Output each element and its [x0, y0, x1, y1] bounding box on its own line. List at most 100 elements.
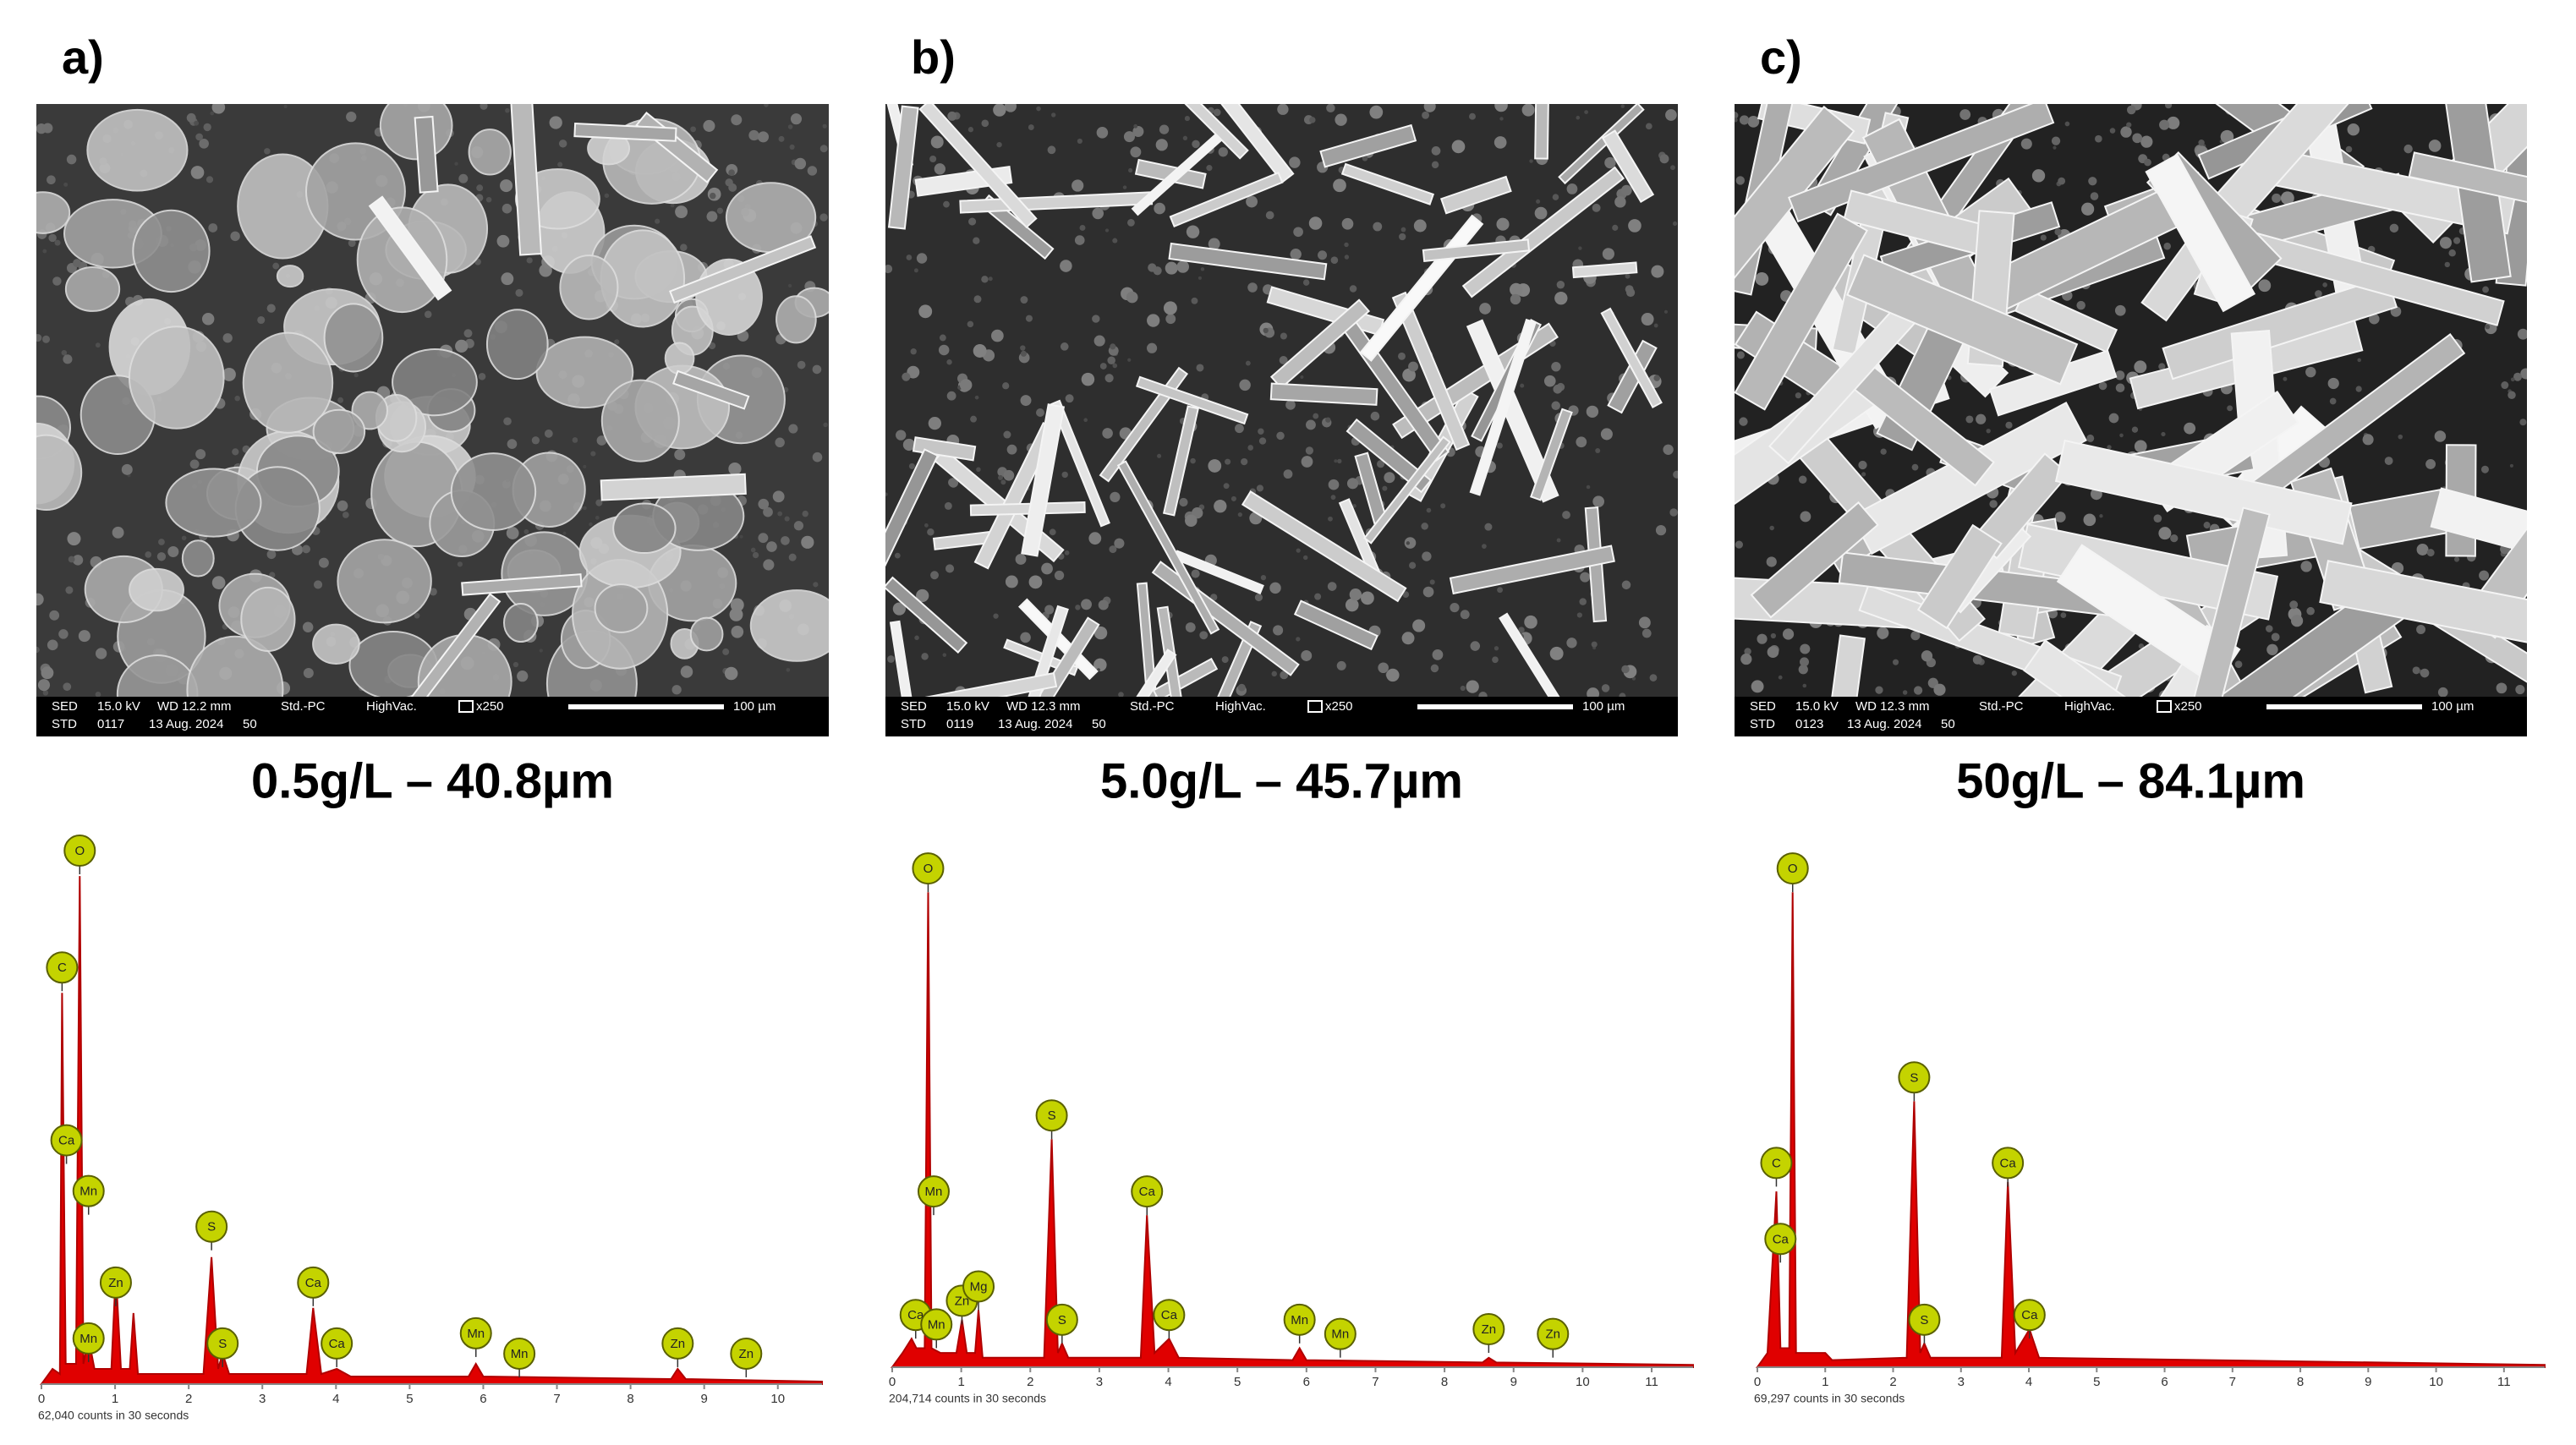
sem-grain — [1422, 586, 1434, 598]
sem-grain — [1665, 109, 1677, 121]
sem-grain — [1592, 495, 1605, 508]
sem-grain — [1402, 368, 1416, 382]
sem-crystal — [414, 115, 439, 194]
sem-grain — [2266, 643, 2278, 656]
sem-grain — [728, 183, 737, 192]
sem-crystal — [1822, 634, 1866, 697]
sem-grain — [2439, 237, 2452, 249]
sem-grain — [939, 334, 946, 342]
info-text: SED — [52, 699, 78, 714]
sem-grain — [1190, 457, 1196, 464]
sem-grain — [2126, 122, 2132, 128]
sem-grain — [1642, 628, 1652, 638]
peak-label: Ca — [1161, 1308, 1178, 1322]
panel-label: c) — [1760, 30, 1802, 84]
sem-grain — [1770, 632, 1777, 639]
sem-grain — [902, 438, 916, 452]
sem-grain — [2289, 600, 2299, 610]
sem-grain — [1612, 224, 1619, 231]
sem-grain — [1328, 516, 1333, 522]
x-tick-label: 5 — [406, 1392, 413, 1406]
sem-grain — [1620, 104, 1625, 108]
sem-grain — [1336, 660, 1346, 671]
sem-grain — [1102, 428, 1113, 439]
sem-grain — [463, 329, 473, 338]
sem-grain — [2138, 643, 2145, 649]
sem-grain — [47, 175, 56, 185]
sem-crystal — [1534, 104, 1550, 160]
sem-grain — [1757, 633, 1768, 644]
sem-grain — [590, 451, 596, 457]
sem-grain — [822, 123, 827, 129]
sem-grain — [1549, 646, 1564, 660]
info-text: SED — [1750, 699, 1776, 714]
sem-grain — [1423, 104, 1436, 112]
sem-grain — [48, 233, 57, 243]
sem-grain — [1006, 444, 1017, 455]
sem-grain — [1020, 395, 1032, 407]
sem-grain — [1306, 419, 1316, 430]
peak-label: Zn — [108, 1276, 123, 1290]
scale-label: 100 µm — [1582, 699, 1625, 714]
info-text: 50 — [1092, 717, 1106, 731]
sem-crystal — [2145, 153, 2256, 313]
sem-grain — [788, 553, 797, 561]
sem-crystal — [1558, 104, 1645, 185]
x-tick-label: 11 — [1645, 1375, 1658, 1389]
sem-grain — [596, 435, 607, 446]
sem-grain — [42, 123, 53, 134]
sem-grain — [1402, 591, 1410, 598]
sem-grain — [1020, 345, 1026, 351]
sem-grain — [1551, 361, 1561, 372]
sem-grain — [2453, 237, 2461, 244]
sem-grain — [731, 625, 744, 638]
info-text: STD — [1750, 717, 1775, 731]
sem-grain — [1345, 598, 1359, 612]
sem-grain — [2403, 144, 2413, 154]
sem-grain — [1303, 555, 1308, 561]
sem-grain — [1301, 456, 1313, 468]
sem-grain — [572, 437, 578, 443]
sem-grain — [1755, 271, 1769, 286]
sem-grain — [973, 295, 982, 304]
sem-grain — [2114, 304, 2126, 316]
sem-grain — [918, 304, 933, 319]
sem-grain — [1484, 523, 1493, 531]
sem-grain — [993, 613, 999, 619]
sem-grain — [1349, 285, 1357, 293]
sem-grain — [1122, 185, 1127, 189]
sem-grain — [2509, 463, 2513, 468]
sem-grain — [1735, 540, 1743, 549]
sem-grain — [2132, 133, 2143, 144]
sem-texture — [36, 104, 829, 697]
sem-grain — [1370, 411, 1380, 421]
sem-grain — [2444, 261, 2451, 268]
sem-grain — [1276, 431, 1285, 441]
sem-grain — [1239, 379, 1251, 391]
sem-grain — [1186, 225, 1200, 238]
sem-grain — [1580, 572, 1591, 583]
sem-grain — [526, 257, 533, 264]
x-tick-label: 10 — [1576, 1375, 1590, 1389]
sem-grain — [2099, 514, 2103, 518]
sem-grain — [902, 372, 911, 381]
sem-grain — [1328, 479, 1340, 490]
sem-crystal — [1916, 523, 2003, 630]
sem-grain — [1586, 484, 1591, 490]
x-tick-label: 6 — [480, 1392, 486, 1406]
x-tick-label: 2 — [1889, 1375, 1896, 1389]
sem-crystal — [1600, 307, 1663, 409]
sem-crystal — [509, 104, 543, 256]
sem-grain — [1739, 115, 1750, 125]
x-tick-label: 6 — [2161, 1375, 2168, 1389]
sem-grain — [544, 429, 553, 438]
sem-grain — [1147, 314, 1160, 327]
sem-grain — [1191, 297, 1198, 304]
caption: 0.5g/L – 40.8µm — [251, 753, 614, 808]
peak-label: Mn — [1331, 1327, 1349, 1342]
sem-grain — [2198, 140, 2205, 146]
sem-grain — [78, 630, 90, 643]
peak-marker — [1776, 852, 1809, 885]
sem-grain — [1330, 256, 1339, 265]
sem-grain — [195, 133, 203, 141]
